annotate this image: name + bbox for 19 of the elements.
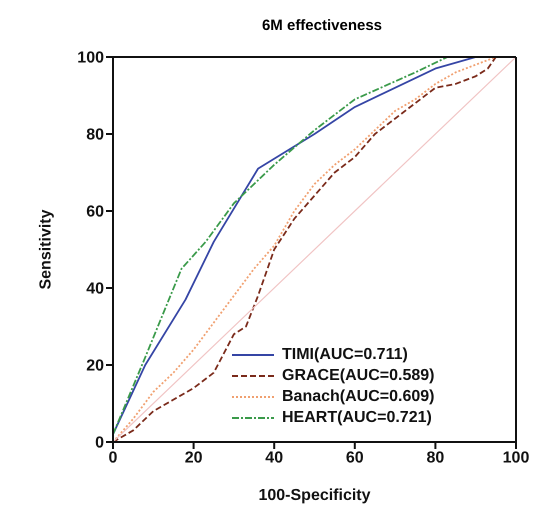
x-tick-label: 20 [184, 449, 203, 466]
x-axis-title: 100-Specificity [258, 487, 371, 504]
y-tick-label: 0 [95, 434, 104, 452]
chart-title: 6M effectiveness [260, 16, 384, 36]
x-tick-label: 80 [426, 449, 444, 466]
y-tick-label: 20 [86, 358, 104, 375]
x-tick-label: 0 [108, 449, 118, 466]
y-tick-label: 60 [86, 204, 104, 221]
legend-label: GRACE(AUC=0.589) [282, 366, 434, 384]
x-tick-label: 60 [346, 449, 364, 466]
y-tick-label: 80 [86, 126, 104, 144]
legend-label: HEART(AUC=0.721) [282, 408, 432, 426]
y-tick-label: 40 [86, 280, 104, 298]
legend-label: TIMI(AUC=0.711) [282, 346, 408, 362]
x-tick-label: 40 [265, 449, 284, 466]
legend-label: Banach(AUC=0.609) [282, 388, 434, 404]
x-tick-label: 100 [502, 449, 530, 466]
y-tick-label: 100 [77, 50, 104, 67]
y-axis-title: Sensitivity [38, 209, 55, 290]
